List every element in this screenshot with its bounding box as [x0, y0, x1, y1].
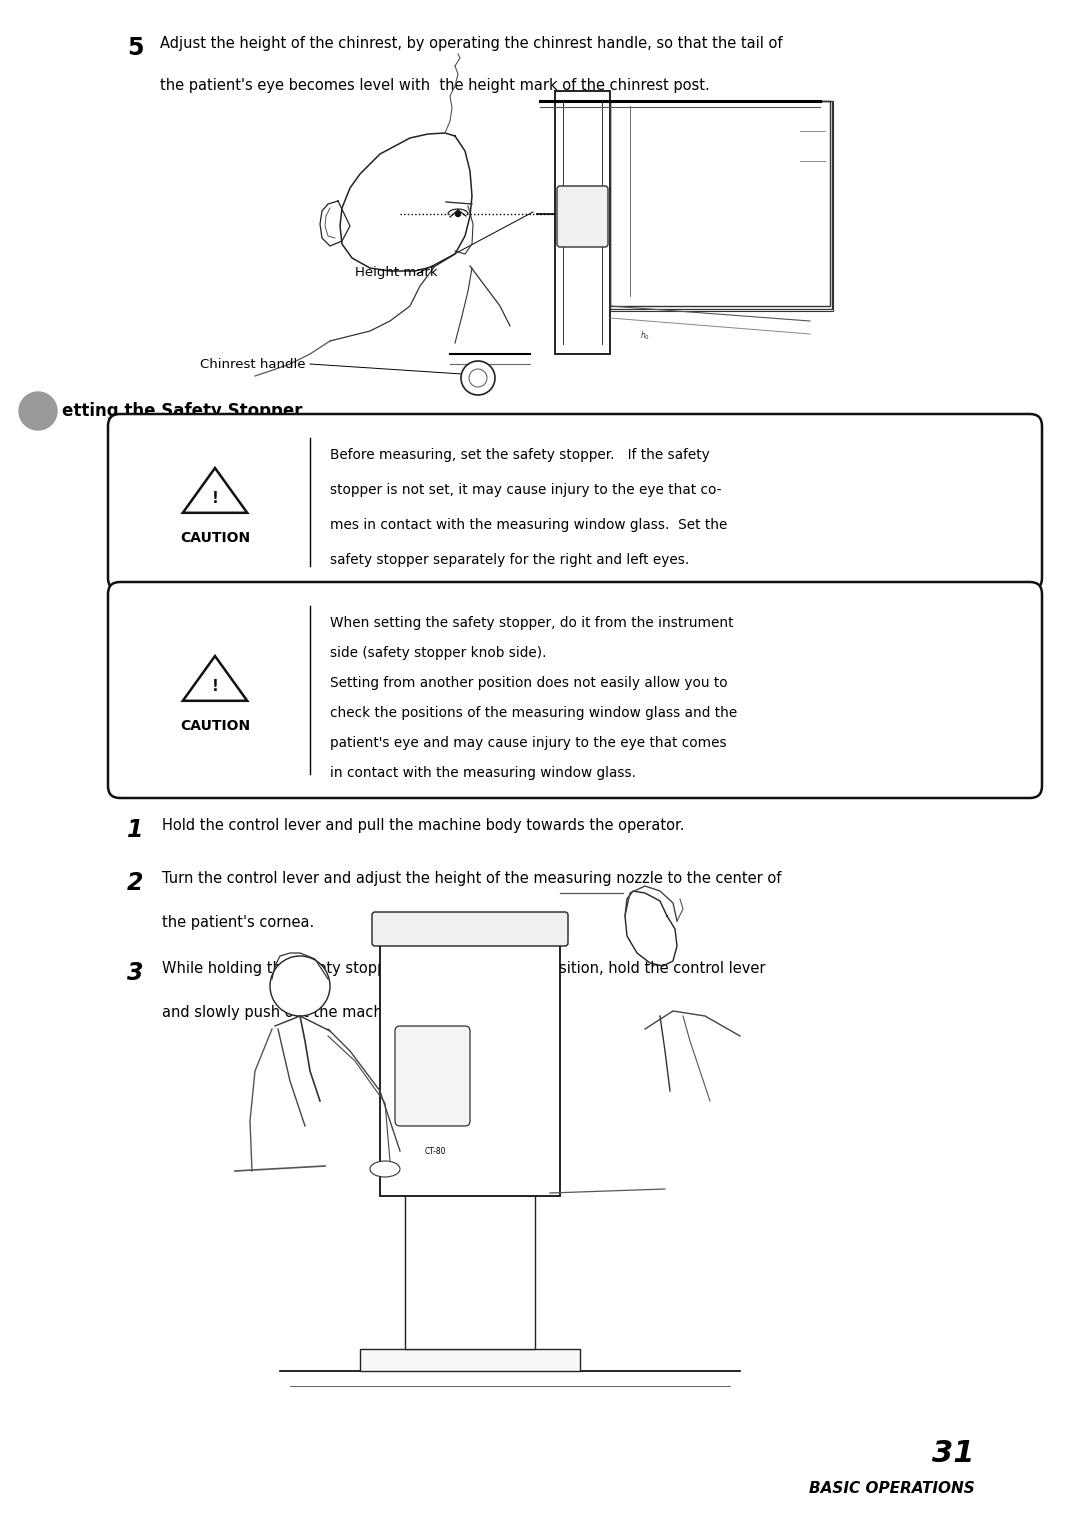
Text: in contact with the measuring window glass.: in contact with the measuring window gla… — [330, 766, 636, 780]
Text: CAUTION: CAUTION — [180, 719, 251, 732]
Text: Setting from another position does not easily allow you to: Setting from another position does not e… — [330, 676, 728, 690]
Text: !: ! — [212, 491, 218, 507]
FancyBboxPatch shape — [108, 414, 1042, 591]
Circle shape — [461, 362, 495, 395]
Text: the patient's cornea.: the patient's cornea. — [162, 916, 314, 929]
Text: 3: 3 — [127, 961, 144, 984]
Circle shape — [456, 212, 460, 217]
FancyBboxPatch shape — [557, 186, 608, 247]
Text: Before measuring, set the safety stopper.   If the safety: Before measuring, set the safety stopper… — [330, 449, 710, 462]
Text: 5: 5 — [127, 37, 144, 60]
FancyBboxPatch shape — [108, 581, 1042, 798]
FancyBboxPatch shape — [395, 1025, 470, 1126]
Text: 31: 31 — [932, 1439, 975, 1468]
Text: mes in contact with the measuring window glass.  Set the: mes in contact with the measuring window… — [330, 517, 727, 533]
Text: When setting the safety stopper, do it from the instrument: When setting the safety stopper, do it f… — [330, 617, 733, 630]
Circle shape — [469, 369, 487, 388]
FancyBboxPatch shape — [555, 92, 610, 354]
Text: Chinrest handle: Chinrest handle — [200, 357, 306, 371]
Text: 2: 2 — [127, 871, 144, 896]
Text: stopper is not set, it may cause injury to the eye that co-: stopper is not set, it may cause injury … — [330, 484, 721, 497]
Text: CT-80: CT-80 — [424, 1146, 446, 1155]
Text: 1: 1 — [127, 818, 144, 842]
FancyBboxPatch shape — [405, 1193, 535, 1349]
Polygon shape — [183, 468, 247, 513]
Text: patient's eye and may cause injury to the eye that comes: patient's eye and may cause injury to th… — [330, 736, 727, 749]
Text: etting the Safety Stopper: etting the Safety Stopper — [62, 401, 302, 420]
Text: side (safety stopper knob side).: side (safety stopper knob side). — [330, 645, 546, 661]
Text: Adjust the height of the chinrest, by operating the chinrest handle, so that the: Adjust the height of the chinrest, by op… — [160, 37, 783, 50]
Text: While holding the safety stopper knob in a pressed position, hold the control le: While holding the safety stopper knob in… — [162, 961, 766, 977]
Text: and slowly push out the machine body.: and slowly push out the machine body. — [162, 1006, 448, 1019]
FancyBboxPatch shape — [372, 913, 568, 946]
Polygon shape — [183, 656, 247, 700]
Text: !: ! — [212, 679, 218, 694]
Text: the patient's eye becomes level with  the height mark of the chinrest post.: the patient's eye becomes level with the… — [160, 78, 710, 93]
FancyBboxPatch shape — [360, 1349, 580, 1370]
Text: Turn the control lever and adjust the height of the measuring nozzle to the cent: Turn the control lever and adjust the he… — [162, 871, 781, 887]
Text: Hold the control lever and pull the machine body towards the operator.: Hold the control lever and pull the mach… — [162, 818, 685, 833]
Text: BASIC OPERATIONS: BASIC OPERATIONS — [809, 1482, 975, 1495]
FancyBboxPatch shape — [380, 942, 561, 1196]
Circle shape — [270, 955, 330, 1016]
Text: safety stopper separately for the right and left eyes.: safety stopper separately for the right … — [330, 552, 689, 568]
Text: Height mark: Height mark — [355, 266, 437, 279]
Ellipse shape — [370, 1161, 400, 1177]
Text: $h_0$: $h_0$ — [640, 330, 650, 342]
Text: check the positions of the measuring window glass and the: check the positions of the measuring win… — [330, 707, 738, 720]
Circle shape — [19, 392, 57, 430]
Text: CAUTION: CAUTION — [180, 531, 251, 545]
